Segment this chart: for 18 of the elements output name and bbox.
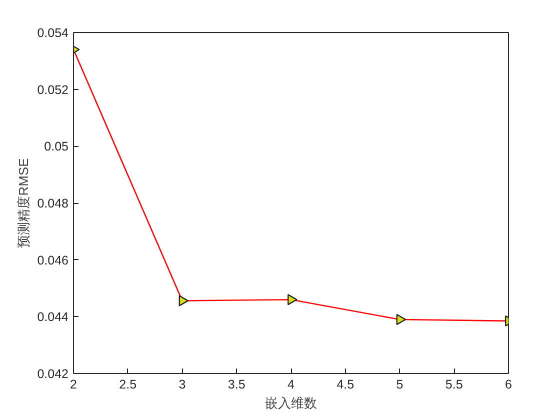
y-axis-title: 预测精度RMSE	[16, 158, 32, 248]
x-tick-label: 4.5	[336, 378, 354, 392]
y-tick-label: 0.05	[44, 140, 69, 154]
x-tick-label: 2	[70, 378, 78, 392]
y-tick-label: 0.042	[37, 367, 69, 381]
x-tick-label: 2.5	[119, 378, 137, 392]
y-tick-label: 0.052	[37, 82, 69, 97]
y-tick-label: 0.054	[37, 26, 69, 40]
y-tick-label: 0.044	[37, 310, 69, 324]
y-tick-label: 0.046	[37, 253, 69, 268]
x-tick-label: 3.5	[228, 378, 246, 392]
y-tick-label: 0.048	[37, 196, 69, 210]
x-tick-label: 6	[505, 378, 512, 392]
x-tick-label: 5.5	[445, 378, 463, 392]
x-axis-title: 嵌入维数	[265, 396, 317, 410]
x-tick-label: 3	[178, 378, 186, 392]
x-tick-label: 4	[288, 378, 295, 392]
x-tick-label: 5	[396, 378, 404, 392]
